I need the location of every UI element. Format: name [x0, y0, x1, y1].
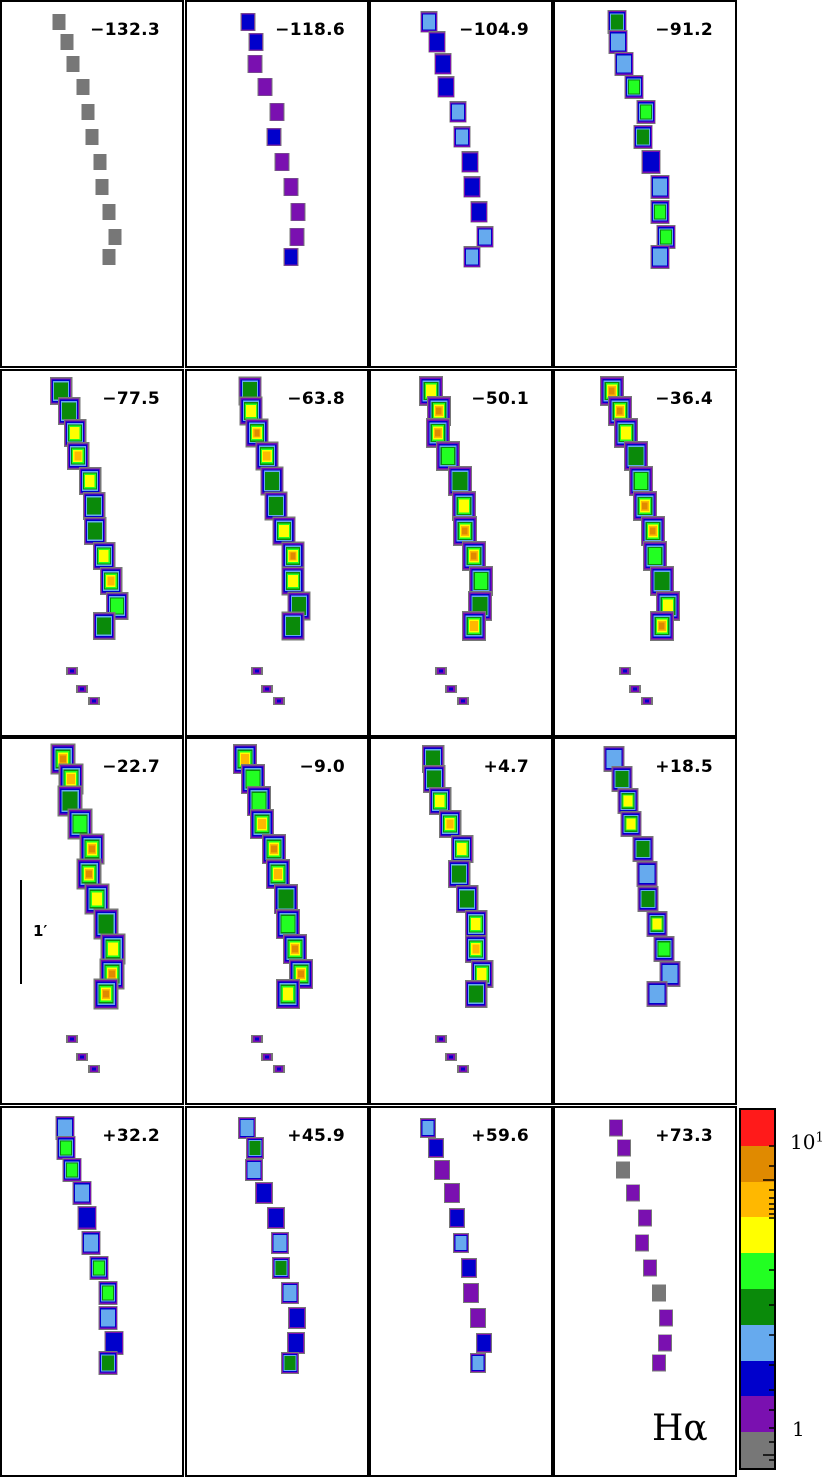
channel-panel: −91.2	[553, 0, 737, 368]
channel-panel: −50.1	[369, 369, 553, 737]
channel-panel: −77.5	[0, 369, 184, 737]
emission-map	[419, 376, 493, 706]
channel-panel: +59.6	[369, 1106, 553, 1477]
channel-panel: −132.3	[0, 0, 184, 368]
velocity-label: −36.4	[655, 389, 713, 409]
colorbar-segment	[741, 1181, 774, 1218]
channel-panel: −63.8	[185, 369, 369, 737]
colorbar-segment	[741, 1324, 774, 1361]
line-label: Hα	[652, 1408, 708, 1449]
velocity-label: +59.6	[471, 1126, 529, 1146]
emission-map	[607, 9, 676, 270]
emission-map	[55, 1115, 124, 1376]
emission-map	[600, 376, 680, 706]
colorbar	[739, 1108, 776, 1470]
emission-map	[609, 1119, 673, 1372]
colorbar-label-lower: 1	[792, 1417, 805, 1441]
velocity-label: +32.2	[102, 1126, 160, 1146]
channel-panel: +18.5	[553, 737, 737, 1105]
emission-map	[420, 11, 494, 268]
channel-panel: +4.7	[369, 737, 553, 1105]
colorbar-segment	[741, 1360, 774, 1397]
channel-map-grid: −132.3 −118.6 −104.9 −91.2 −77.5 −63.8 −…	[0, 0, 737, 1477]
velocity-label: −118.6	[275, 20, 345, 40]
colorbar-segment	[741, 1253, 774, 1289]
channel-panel: −36.4	[553, 369, 737, 737]
channel-panel: −104.9	[369, 0, 553, 368]
emission-map	[232, 743, 314, 1074]
emission-map	[238, 1116, 306, 1375]
emission-map	[49, 377, 129, 706]
channel-panel: −9.0	[185, 737, 369, 1105]
channel-panel: +45.9	[185, 1106, 369, 1477]
emission-map	[238, 376, 311, 706]
emission-map	[421, 745, 494, 1074]
velocity-label: −22.7	[102, 757, 160, 777]
channel-panel: +73.3	[553, 1106, 737, 1477]
colorbar-segment	[741, 1396, 774, 1433]
velocity-label: +73.3	[655, 1126, 713, 1146]
colorbar-segment	[741, 1432, 774, 1468]
velocity-label: +4.7	[483, 757, 529, 777]
colorbar-label-upper: 101	[790, 1130, 824, 1154]
velocity-label: −104.9	[459, 20, 529, 40]
scale-bar-label: 1′	[33, 922, 48, 940]
emission-map	[50, 743, 126, 1074]
emission-map	[240, 12, 306, 267]
channel-panel: −118.6	[185, 0, 369, 368]
colorbar-segment	[741, 1145, 774, 1182]
velocity-label: −50.1	[471, 389, 529, 409]
velocity-label: −132.3	[90, 20, 160, 40]
emission-map	[420, 1118, 492, 1373]
emission-map	[603, 746, 681, 1007]
colorbar-ticks	[763, 1145, 774, 1461]
emission-map	[52, 13, 122, 266]
velocity-label: −63.8	[287, 389, 345, 409]
velocity-label: −9.0	[299, 757, 345, 777]
velocity-label: +18.5	[655, 757, 713, 777]
colorbar-segment	[741, 1110, 774, 1146]
velocity-label: −91.2	[655, 20, 713, 40]
velocity-label: +45.9	[287, 1126, 345, 1146]
colorbar-segment	[741, 1217, 774, 1254]
scale-bar	[20, 880, 22, 984]
channel-panel: +32.2	[0, 1106, 184, 1477]
colorbar-segment	[741, 1288, 774, 1325]
velocity-label: −77.5	[102, 389, 160, 409]
channel-panel: −22.7	[0, 737, 184, 1105]
